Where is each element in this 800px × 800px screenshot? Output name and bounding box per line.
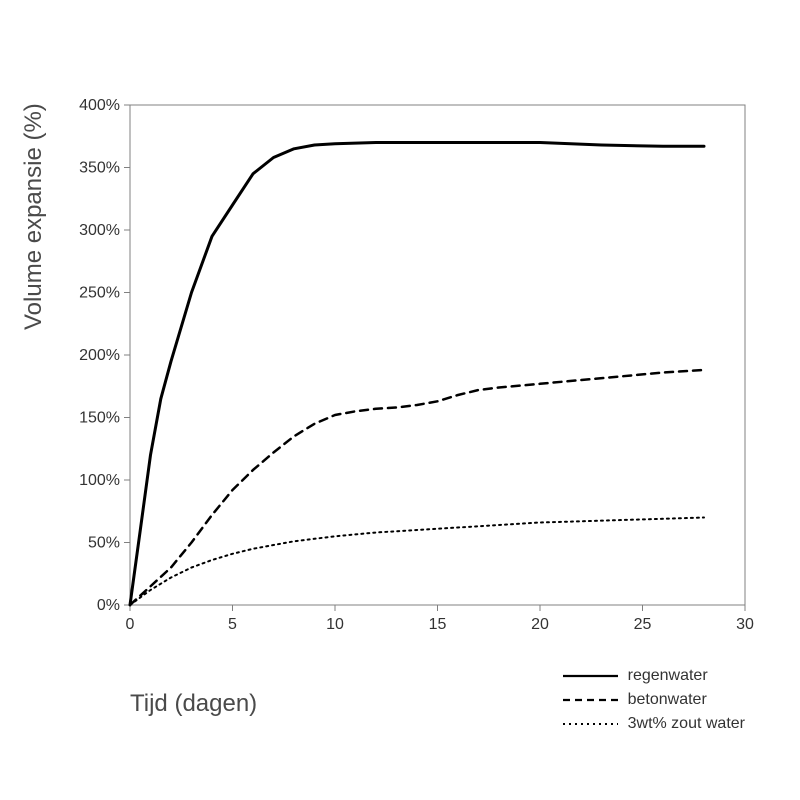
y-tick-label: 150% bbox=[79, 410, 120, 427]
legend-label: betonwater bbox=[628, 691, 707, 709]
plot-border bbox=[130, 105, 745, 605]
x-tick-label: 5 bbox=[228, 616, 237, 633]
y-tick-label: 350% bbox=[79, 160, 120, 177]
x-tick-label: 20 bbox=[531, 616, 549, 633]
legend-label: regenwater bbox=[628, 667, 708, 685]
y-axis-label: Volume expansie (%) bbox=[20, 103, 48, 330]
series-betonwater bbox=[130, 370, 704, 605]
x-tick-label: 30 bbox=[736, 616, 754, 633]
x-axis-label: Tijd (dagen) bbox=[130, 690, 257, 718]
y-tick-label: 0% bbox=[97, 597, 120, 614]
legend-label: 3wt% zout water bbox=[628, 715, 745, 733]
y-tick-label: 400% bbox=[79, 97, 120, 114]
y-tick-label: 300% bbox=[79, 222, 120, 239]
legend-swatch-zoutwater bbox=[563, 716, 618, 732]
series-regenwater bbox=[130, 143, 704, 606]
y-tick-label: 100% bbox=[79, 472, 120, 489]
x-tick-label: 10 bbox=[326, 616, 344, 633]
legend-item-zoutwater: 3wt% zout water bbox=[563, 713, 745, 735]
legend-item-regenwater: regenwater bbox=[563, 665, 745, 687]
legend-swatch-regenwater bbox=[563, 668, 618, 684]
y-tick-label: 250% bbox=[79, 285, 120, 302]
y-tick-label: 200% bbox=[79, 347, 120, 364]
x-tick-label: 0 bbox=[126, 616, 135, 633]
legend-swatch-betonwater bbox=[563, 692, 618, 708]
series-3wt%-zout-water bbox=[130, 518, 704, 606]
chart-container: Volume expansie (%) 0510152025300%50%100… bbox=[0, 0, 800, 800]
legend-item-betonwater: betonwater bbox=[563, 689, 745, 711]
x-tick-label: 25 bbox=[634, 616, 652, 633]
y-tick-label: 50% bbox=[88, 535, 120, 552]
x-tick-label: 15 bbox=[429, 616, 447, 633]
chart-svg: 0510152025300%50%100%150%200%250%300%350… bbox=[0, 0, 800, 660]
legend: regenwater betonwater 3wt% zout water bbox=[563, 665, 745, 737]
